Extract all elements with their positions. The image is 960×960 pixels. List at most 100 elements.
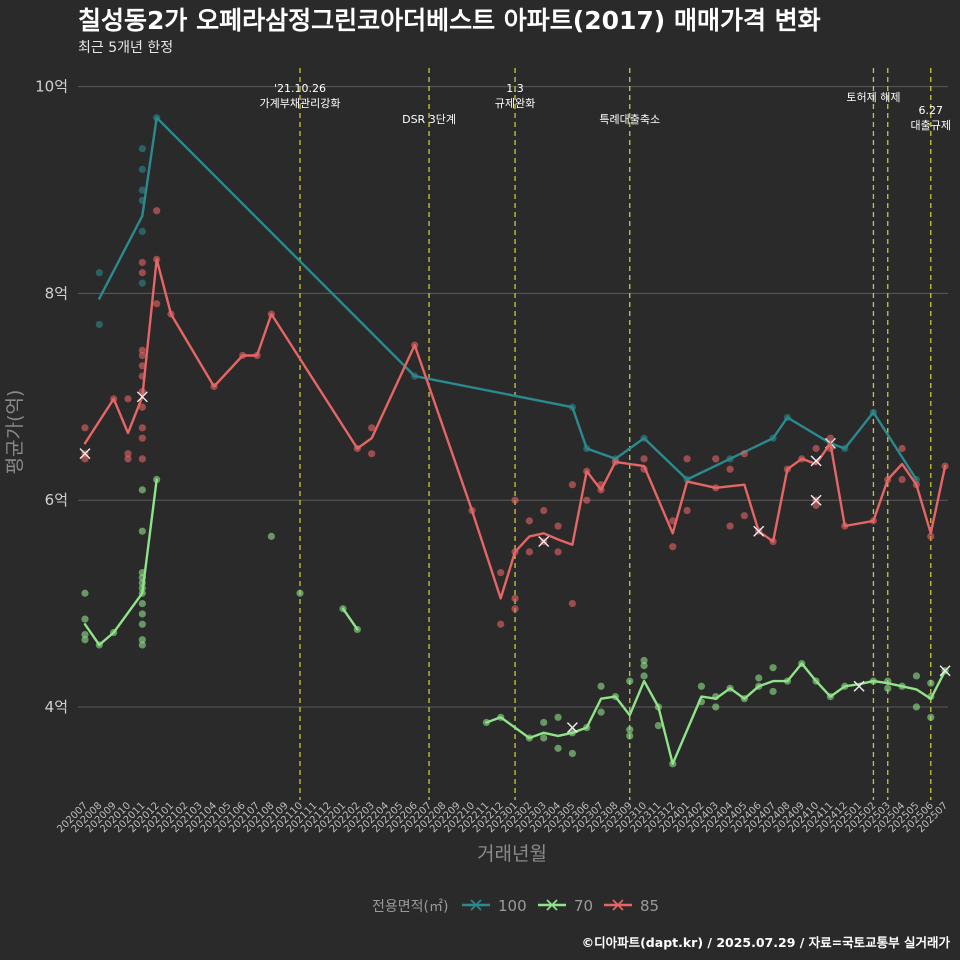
x-mark-85 — [79, 448, 91, 460]
event-label-line: 규제완화 — [495, 97, 535, 110]
data-point-70 — [912, 703, 921, 711]
data-point-85 — [497, 620, 505, 628]
data-point-70 — [540, 718, 548, 727]
data-point-70 — [697, 682, 706, 690]
x-mark-85 — [753, 525, 765, 537]
event-label-line: 6.27 — [919, 104, 944, 117]
legend-swatch-x — [612, 899, 624, 911]
data-point-85 — [712, 455, 720, 463]
series-line-85 — [83, 258, 947, 600]
data-point-70 — [138, 620, 146, 628]
y-tick-label: 6억 — [45, 491, 68, 509]
data-point-85 — [138, 346, 146, 354]
event-label-line: 특례대출축소 — [599, 113, 660, 126]
data-point-85 — [153, 300, 161, 308]
data-point-70 — [597, 708, 605, 716]
data-point-85 — [568, 599, 576, 608]
data-point-70 — [138, 527, 146, 535]
event-label: 6.27 대출규제 — [911, 104, 951, 132]
legend-item-70: 70 — [538, 897, 593, 915]
data-point-85 — [124, 450, 132, 458]
data-point-70 — [626, 732, 634, 740]
data-point-85 — [898, 444, 906, 453]
event-label: '21.10.26 가계부채관리강화 — [260, 82, 341, 110]
x-mark-85 — [810, 494, 822, 506]
event-label-line: DSR 3단계 — [402, 113, 456, 126]
data-point-70 — [640, 672, 648, 680]
legend-label: 70 — [574, 897, 593, 915]
data-point-85 — [726, 465, 734, 473]
y-tick-labels: 4억 6억 8억 10억 — [35, 78, 68, 716]
data-point-70 — [640, 662, 648, 670]
data-point-100 — [95, 269, 103, 277]
event-label-line: 가계부채관리강화 — [260, 97, 341, 110]
data-point-85 — [583, 496, 591, 504]
legend-label: 85 — [640, 897, 659, 915]
legend: 전용면적(㎡) 100 70 85 — [372, 897, 659, 915]
data-point-85 — [554, 548, 562, 556]
data-point-85 — [812, 501, 820, 509]
data-point-70 — [81, 615, 89, 623]
data-point-85 — [368, 450, 376, 458]
data-point-70 — [626, 677, 634, 685]
series-line-70 — [341, 607, 359, 631]
data-point-85 — [898, 475, 906, 484]
data-point-70 — [554, 744, 562, 752]
data-point-70 — [138, 641, 146, 649]
event-label: 1.3 규제완화 — [495, 82, 535, 110]
x-tick-labels: 2020072020082020092020102020112020122021… — [55, 800, 950, 835]
data-point-70 — [568, 749, 576, 758]
series-70 — [81, 475, 951, 768]
data-point-100 — [138, 145, 146, 153]
data-point-85 — [511, 605, 519, 613]
data-point-85 — [540, 506, 548, 515]
data-point-85 — [525, 548, 533, 556]
data-point-70 — [81, 630, 89, 639]
data-point-70 — [138, 636, 146, 644]
y-tick-label: 10억 — [35, 78, 68, 96]
data-point-85 — [683, 506, 691, 515]
data-point-70 — [769, 687, 777, 696]
series-100 — [95, 114, 921, 484]
y-axis-title: 평균가(억) — [4, 390, 26, 475]
data-point-100 — [138, 165, 146, 173]
data-point-85 — [124, 455, 132, 463]
data-point-85 — [138, 434, 146, 442]
data-point-85 — [740, 512, 749, 520]
data-point-70 — [712, 703, 720, 711]
data-point-85 — [81, 455, 89, 463]
data-point-85 — [554, 522, 562, 530]
x-mark-85 — [136, 391, 148, 403]
legend-item-85: 85 — [604, 897, 659, 915]
data-point-70 — [554, 713, 562, 721]
data-point-85 — [138, 362, 146, 370]
data-point-70 — [138, 610, 146, 618]
series-line-70 — [485, 662, 947, 765]
data-point-70 — [755, 674, 763, 682]
chart-title: 칠성동2가 오페라삼정그린코아더베스트 아파트(2017) 매매가격 변화 — [78, 6, 821, 35]
data-point-85 — [81, 424, 89, 432]
x-axis-title: 거래년월 — [477, 843, 547, 865]
data-point-70 — [884, 684, 892, 692]
series-line-100 — [98, 116, 918, 481]
x-mark-85 — [810, 455, 822, 467]
event-label-line: '21.10.26 — [274, 82, 326, 95]
data-point-85 — [138, 258, 146, 267]
data-point-70 — [267, 532, 275, 540]
data-point-70 — [769, 664, 777, 672]
data-point-70 — [912, 672, 921, 680]
chart-subtitle: 최근 5개년 한정 — [78, 40, 173, 56]
data-point-85 — [368, 424, 376, 432]
event-label: 특례대출축소 — [599, 113, 660, 126]
event-label: 토허제 해제 — [846, 90, 900, 104]
data-point-85 — [640, 455, 648, 463]
data-point-70 — [296, 589, 304, 597]
legend-swatch-x — [546, 899, 558, 911]
data-point-85 — [511, 496, 519, 504]
data-point-85 — [927, 532, 935, 540]
y-gridlines — [78, 86, 948, 708]
data-point-85 — [138, 403, 146, 411]
data-point-85 — [669, 543, 677, 551]
event-label-line: 1.3 — [506, 82, 524, 95]
